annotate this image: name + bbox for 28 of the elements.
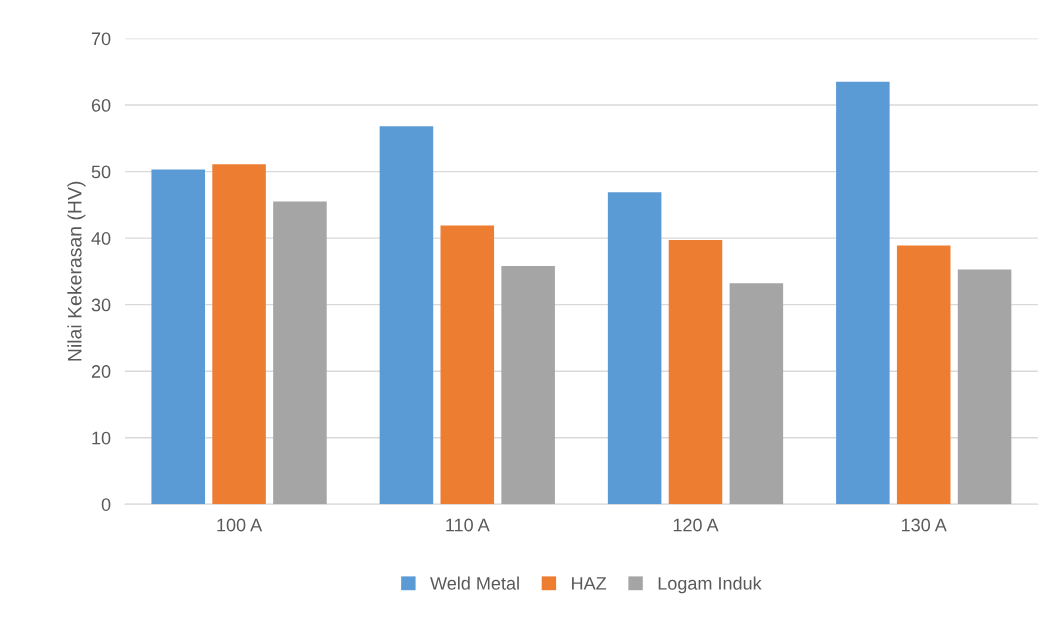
legend-label: HAZ [572, 577, 607, 590]
bar [501, 266, 555, 505]
bar [379, 126, 434, 505]
bar [668, 240, 723, 505]
x-tick-label: 120 A [673, 518, 719, 532]
bar [836, 81, 890, 505]
y-tick-label: 60 [91, 98, 111, 112]
bar [273, 201, 327, 505]
bar [212, 164, 266, 505]
bar [896, 245, 951, 505]
y-tick-label: 20 [91, 365, 111, 378]
y-tick-label: 40 [91, 232, 111, 245]
y-axis-title: Nilai Kekerasan (HV) [67, 181, 86, 361]
y-tick-label: 70 [91, 32, 111, 46]
y-tick-label: 10 [92, 431, 111, 445]
bar [607, 192, 662, 505]
y-tick-label: 50 [91, 165, 111, 179]
x-tick-label: 130 A [902, 518, 947, 532]
legend-label: Weld Metal [430, 576, 519, 590]
bar [957, 269, 1012, 505]
bar [151, 169, 205, 505]
y-tick-label: 0 [101, 498, 111, 511]
x-tick-label: 110 A [446, 518, 490, 532]
bar [440, 225, 495, 505]
y-tick-label: 30 [91, 298, 111, 312]
x-tick-label: 100 A [217, 518, 263, 532]
legend-label: Logam Induk [658, 576, 762, 594]
bar [729, 283, 784, 505]
